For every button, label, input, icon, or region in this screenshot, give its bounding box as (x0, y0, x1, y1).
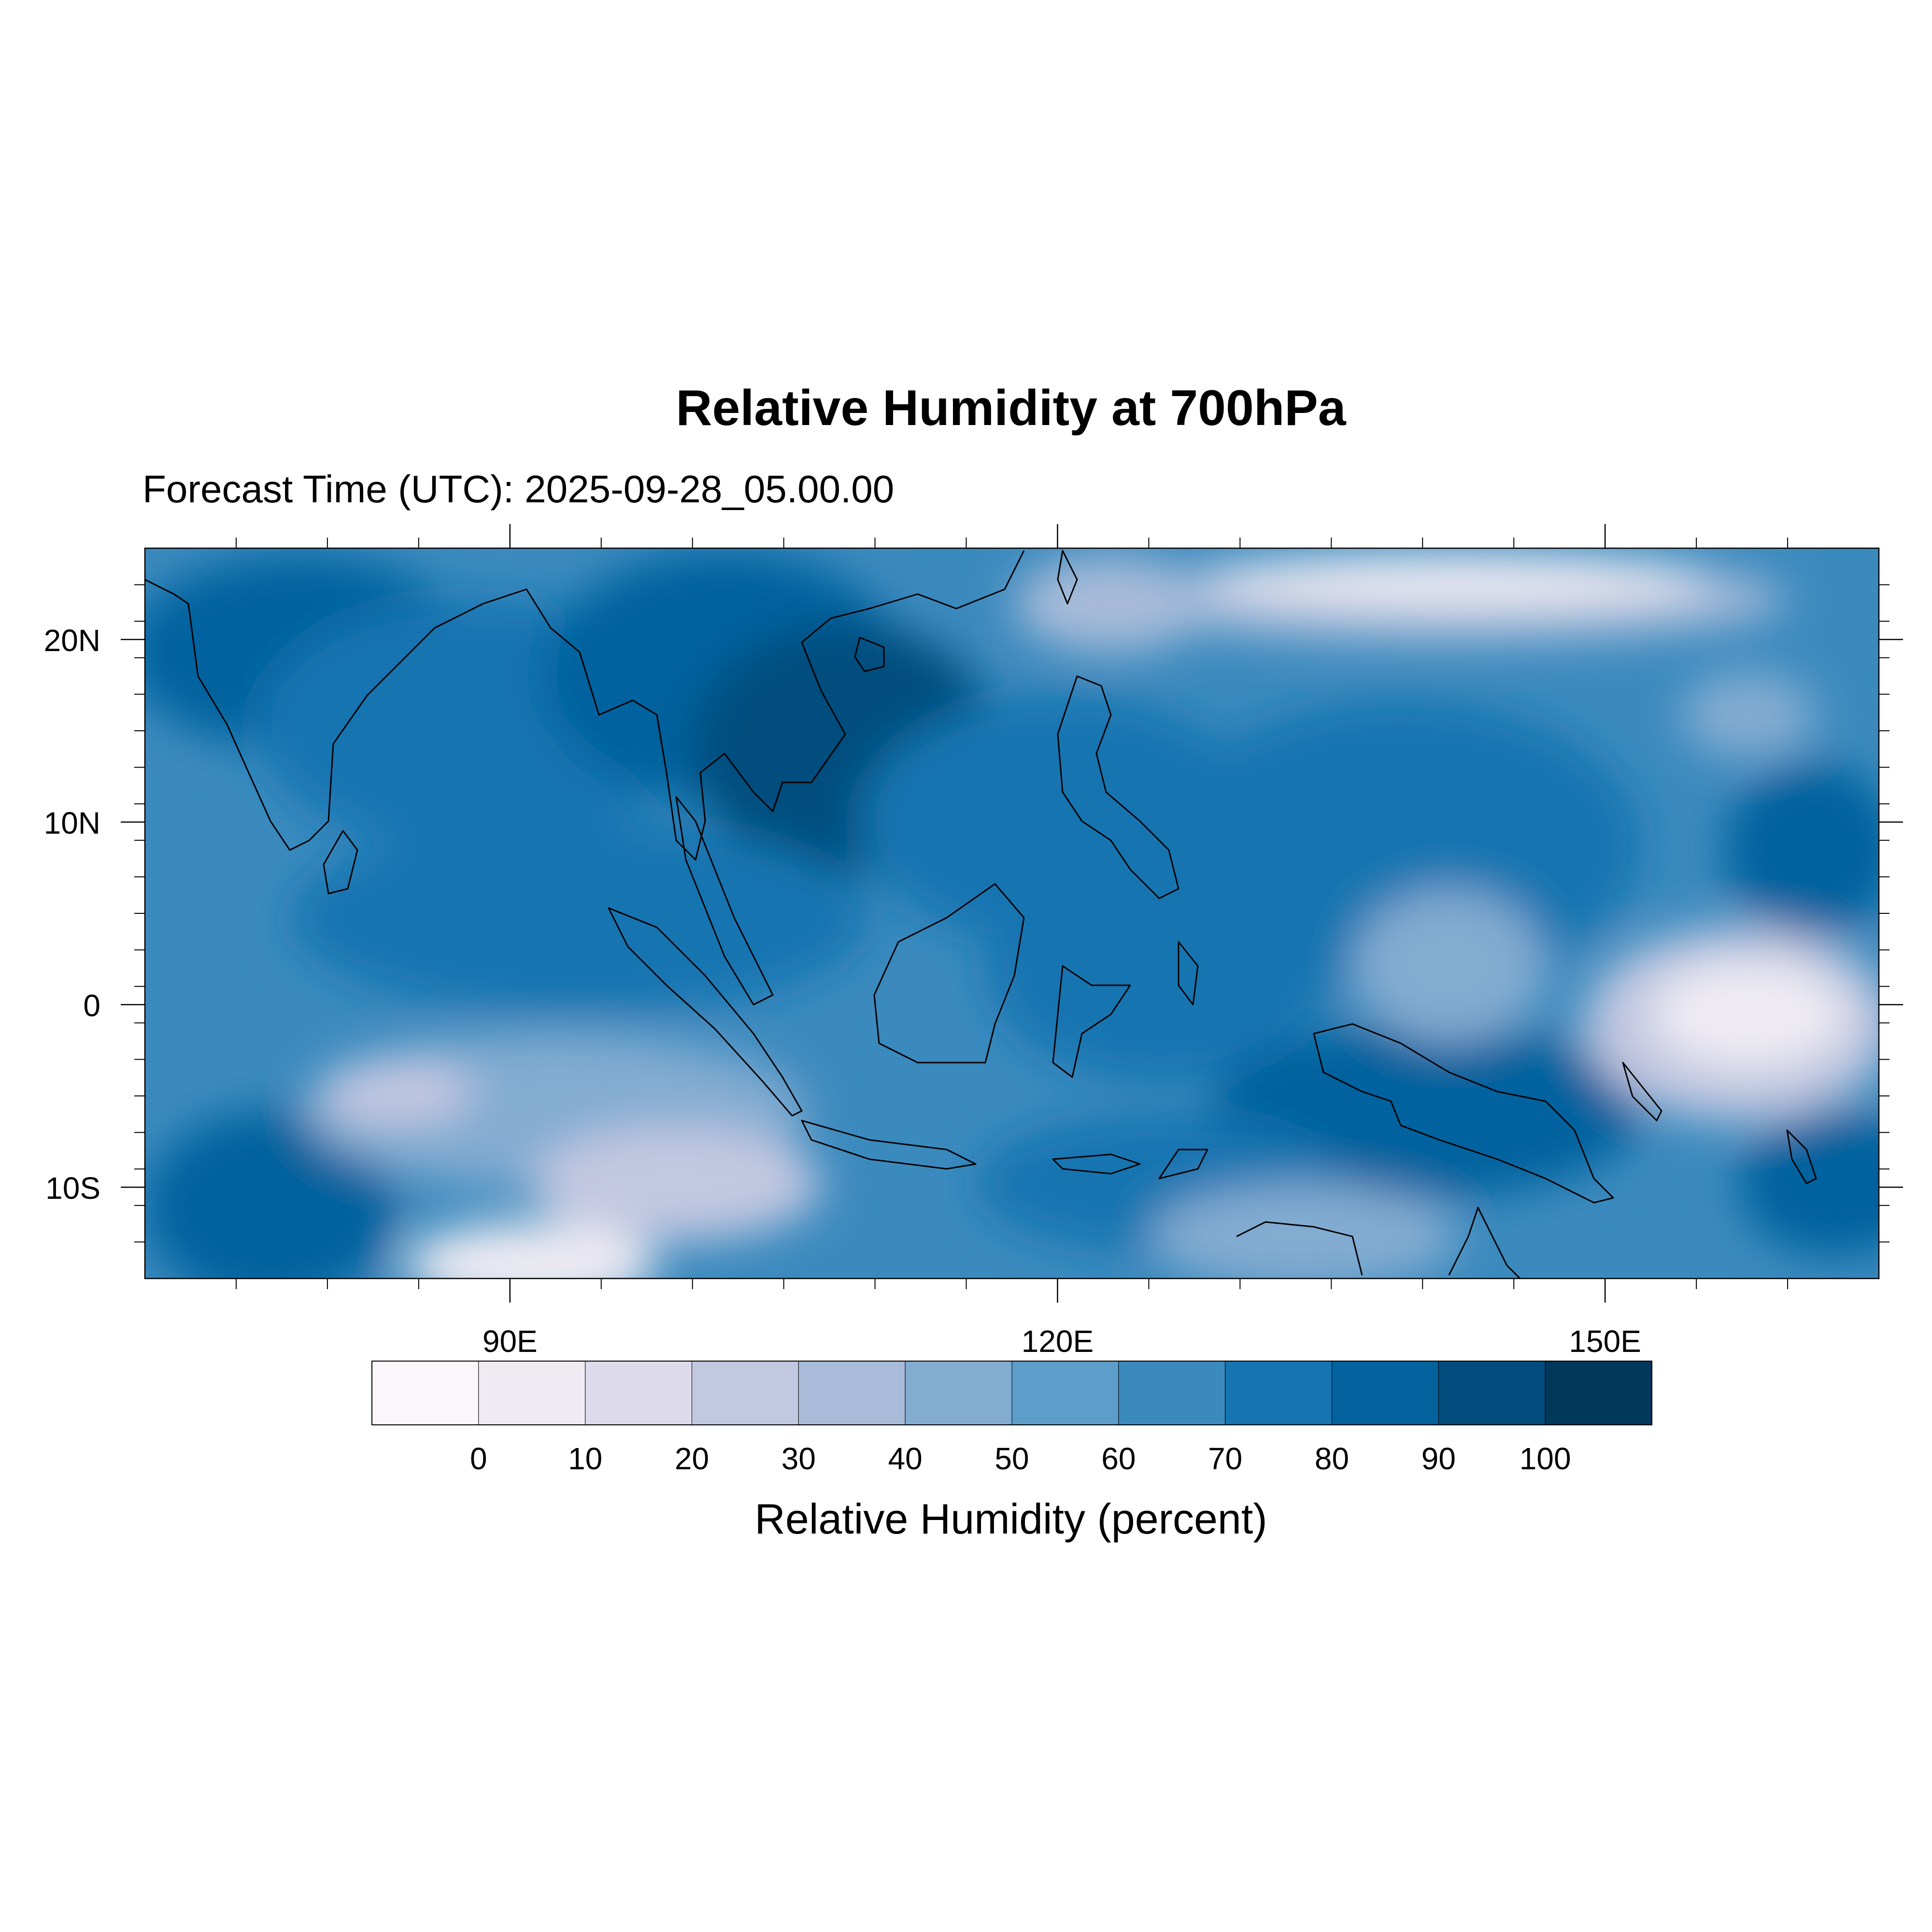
lon-tick-label: 90E (483, 1324, 538, 1359)
colorbar-tick-label: 80 (1315, 1441, 1349, 1476)
coastlines (145, 550, 1817, 1279)
lat-tick-label: 20N (44, 623, 100, 658)
colorbar-swatch (371, 1361, 479, 1425)
colorbar: 0 10 20 30 40 50 60 70 80 90 100 (371, 1361, 1652, 1476)
colorbar-swatch (1332, 1361, 1439, 1425)
colorbar-tick-label: 90 (1421, 1441, 1456, 1476)
forecast-time-subtitle: Forecast Time (UTC): 2025-09-28_05.00.00 (142, 468, 894, 511)
longitude-axis: 90E 120E 150E (235, 524, 1789, 1359)
colorbar-tick-label: 0 (470, 1441, 487, 1476)
colorbar-tick-label: 10 (568, 1441, 602, 1476)
colorbar-swatch (1225, 1361, 1333, 1425)
lon-tick-label: 150E (1569, 1324, 1641, 1359)
lat-tick-label: 10S (45, 1171, 100, 1206)
colorbar-tick-label: 30 (781, 1441, 816, 1476)
colorbar-tick-label: 50 (994, 1441, 1029, 1476)
colorbar-tick-label: 100 (1520, 1441, 1571, 1476)
humidity-field (145, 548, 1879, 1279)
colorbar-tick-label: 40 (888, 1441, 923, 1476)
colorbar-swatch (798, 1361, 906, 1425)
plot-title: Relative Humidity at 700hPa (676, 380, 1346, 436)
map-panel: 20N 10N 0 10S 90E 120E 150E (44, 524, 1903, 1359)
lat-tick-label: 10N (44, 806, 100, 840)
colorbar-swatch (1011, 1361, 1119, 1425)
colorbar-tick-label: 70 (1208, 1441, 1242, 1476)
colorbar-swatch (1118, 1361, 1226, 1425)
colorbar-tick-label: 60 (1101, 1441, 1136, 1476)
colorbar-swatch (585, 1361, 692, 1425)
colorbar-tick-label: 20 (675, 1441, 709, 1476)
colorbar-swatch (478, 1361, 586, 1425)
latitude-axis: 20N 10N 0 10S (44, 584, 1903, 1243)
colorbar-label: Relative Humidity (percent) (754, 1495, 1267, 1543)
lat-tick-label: 0 (83, 988, 100, 1023)
colorbar-frame (371, 1361, 1652, 1425)
colorbar-swatch (905, 1361, 1012, 1425)
lon-tick-label: 120E (1022, 1324, 1094, 1359)
colorbar-swatch (1438, 1361, 1546, 1425)
colorbar-swatch (692, 1361, 799, 1425)
colorbar-swatch (1545, 1361, 1652, 1425)
